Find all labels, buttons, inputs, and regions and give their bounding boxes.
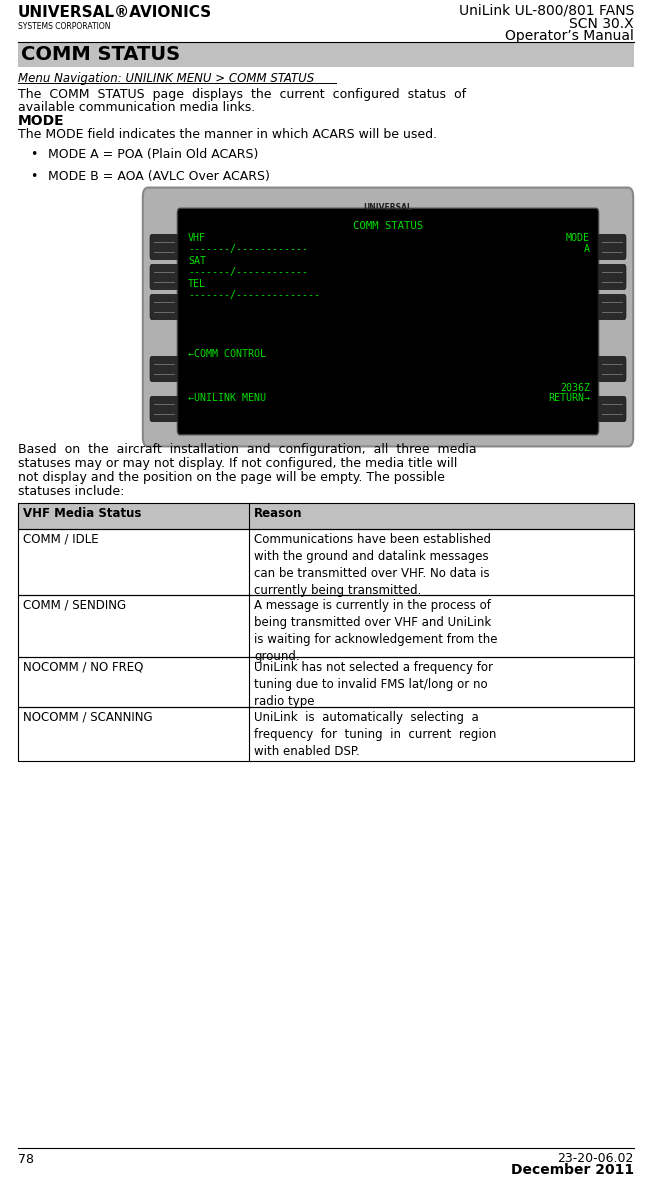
Text: ←UNILINK MENU: ←UNILINK MENU bbox=[188, 393, 266, 403]
Text: •: • bbox=[30, 170, 38, 183]
FancyBboxPatch shape bbox=[150, 235, 178, 259]
Text: RETURN→: RETURN→ bbox=[548, 393, 590, 403]
Text: 23-20-06.02: 23-20-06.02 bbox=[557, 1152, 634, 1165]
Text: ←COMM CONTROL: ←COMM CONTROL bbox=[188, 349, 266, 358]
FancyBboxPatch shape bbox=[177, 209, 598, 435]
Bar bbox=[18, 707, 634, 760]
Text: statuses may or may not display. If not configured, the media title will: statuses may or may not display. If not … bbox=[18, 457, 458, 470]
Text: MODE: MODE bbox=[18, 114, 65, 129]
Text: -------/--------------: -------/-------------- bbox=[188, 290, 320, 299]
Text: -------/------------: -------/------------ bbox=[188, 266, 308, 277]
Text: A message is currently in the process of
being transmitted over VHF and UniLink
: A message is currently in the process of… bbox=[254, 599, 498, 663]
FancyBboxPatch shape bbox=[150, 295, 178, 320]
Text: MODE A = POA (Plain Old ACARS): MODE A = POA (Plain Old ACARS) bbox=[48, 149, 258, 162]
Text: COMM STATUS: COMM STATUS bbox=[21, 46, 180, 65]
Bar bbox=[18, 529, 634, 595]
Bar bbox=[18, 595, 634, 657]
Text: Based  on  the  aircraft  installation  and  configuration,  all  three  media: Based on the aircraft installation and c… bbox=[18, 443, 476, 456]
Bar bbox=[18, 42, 634, 67]
Text: The MODE field indicates the manner in which ACARS will be used.: The MODE field indicates the manner in w… bbox=[18, 129, 437, 141]
Text: COMM / SENDING: COMM / SENDING bbox=[23, 599, 126, 612]
Text: A: A bbox=[584, 244, 590, 253]
Text: VHF Media Status: VHF Media Status bbox=[23, 507, 141, 520]
FancyBboxPatch shape bbox=[598, 235, 626, 259]
Text: NOCOMM / NO FREQ: NOCOMM / NO FREQ bbox=[23, 661, 143, 674]
Text: Operator’s Manual: Operator’s Manual bbox=[505, 29, 634, 42]
FancyBboxPatch shape bbox=[143, 187, 633, 447]
Text: Menu Navigation: UNILINK MENU > COMM STATUS: Menu Navigation: UNILINK MENU > COMM STA… bbox=[18, 72, 314, 85]
Text: SCN 30.X: SCN 30.X bbox=[569, 17, 634, 31]
Text: MODE B = AOA (AVLC Over ACARS): MODE B = AOA (AVLC Over ACARS) bbox=[48, 170, 270, 183]
Text: SYSTEMS CORPORATION: SYSTEMS CORPORATION bbox=[18, 22, 110, 31]
FancyBboxPatch shape bbox=[150, 396, 178, 422]
FancyBboxPatch shape bbox=[598, 295, 626, 320]
Text: December 2011: December 2011 bbox=[511, 1162, 634, 1177]
Text: COMM / IDLE: COMM / IDLE bbox=[23, 533, 99, 546]
Text: UNIVERSAL®AVIONICS: UNIVERSAL®AVIONICS bbox=[18, 5, 212, 20]
Text: COMM STATUS: COMM STATUS bbox=[353, 220, 423, 231]
Text: available communication media links.: available communication media links. bbox=[18, 101, 255, 114]
Text: VHF: VHF bbox=[188, 233, 206, 243]
Text: TEL: TEL bbox=[188, 279, 206, 289]
FancyBboxPatch shape bbox=[150, 264, 178, 290]
Text: 2036Z: 2036Z bbox=[560, 383, 590, 393]
Text: NOCOMM / SCANNING: NOCOMM / SCANNING bbox=[23, 711, 153, 724]
Text: SAT: SAT bbox=[188, 256, 206, 266]
FancyBboxPatch shape bbox=[598, 356, 626, 382]
Text: UniLink has not selected a frequency for
tuning due to invalid FMS lat/long or n: UniLink has not selected a frequency for… bbox=[254, 661, 493, 709]
Text: statuses include:: statuses include: bbox=[18, 485, 125, 498]
Text: MODE: MODE bbox=[566, 233, 590, 243]
Text: UniLink  is  automatically  selecting  a
frequency  for  tuning  in  current  re: UniLink is automatically selecting a fre… bbox=[254, 711, 496, 758]
Text: not display and the position on the page will be empty. The possible: not display and the position on the page… bbox=[18, 470, 445, 485]
FancyBboxPatch shape bbox=[150, 356, 178, 382]
Bar bbox=[18, 503, 634, 529]
FancyBboxPatch shape bbox=[598, 396, 626, 422]
Bar bbox=[18, 657, 634, 707]
Text: Reason: Reason bbox=[254, 507, 302, 520]
Bar bbox=[18, 503, 634, 529]
Text: UNIVERSAL: UNIVERSAL bbox=[363, 203, 412, 212]
Text: 78: 78 bbox=[18, 1153, 34, 1166]
Text: UniLink UL-800/801 FANS: UniLink UL-800/801 FANS bbox=[459, 4, 634, 18]
Text: -------/------------: -------/------------ bbox=[188, 244, 308, 253]
Text: •: • bbox=[30, 149, 38, 162]
Text: The  COMM  STATUS  page  displays  the  current  configured  status  of: The COMM STATUS page displays the curren… bbox=[18, 88, 466, 101]
Text: Communications have been established
with the ground and datalink messages
can b: Communications have been established wit… bbox=[254, 533, 491, 597]
FancyBboxPatch shape bbox=[598, 264, 626, 290]
